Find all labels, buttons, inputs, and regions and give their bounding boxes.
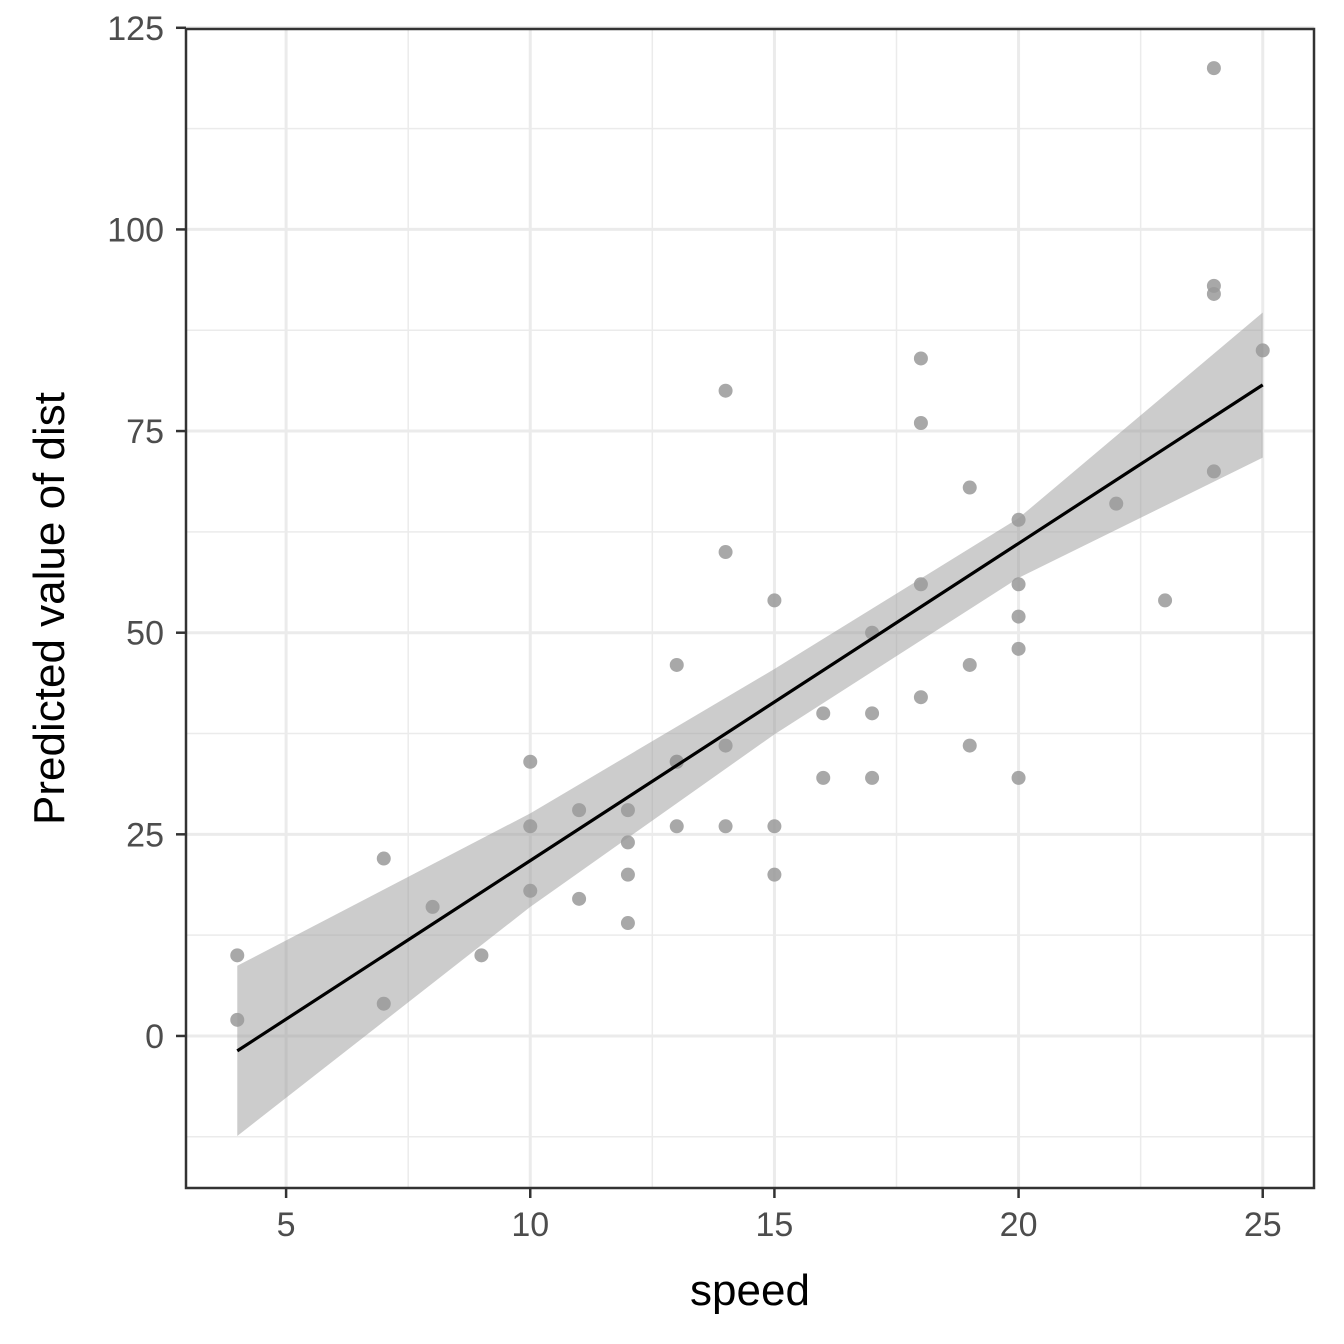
data-point (1206, 278, 1221, 293)
data-point (816, 770, 831, 785)
data-point (376, 996, 391, 1011)
data-point (1011, 770, 1026, 785)
data-point (669, 819, 684, 834)
data-point (1255, 343, 1270, 358)
data-point (718, 738, 733, 753)
x-axis: 5 10 15 20 25 (277, 1188, 1282, 1244)
confidence-band-layer (237, 312, 1263, 1136)
data-point (1011, 577, 1026, 592)
data-point (1206, 61, 1221, 76)
panel-border (184, 27, 1316, 1190)
data-point (816, 706, 831, 721)
data-point (230, 948, 245, 963)
y-tick-label: 50 (126, 615, 164, 653)
data-point (1206, 464, 1221, 479)
y-axis: 0 25 50 75 100 125 (107, 10, 186, 1056)
data-point (1011, 641, 1026, 656)
fit-line-layer (236, 383, 1264, 1053)
x-tick-label: 20 (1000, 1206, 1038, 1244)
data-point (620, 916, 635, 931)
data-point (1011, 609, 1026, 624)
data-point (620, 835, 635, 850)
data-point (962, 738, 977, 753)
y-tick-label: 100 (107, 211, 164, 249)
data-point (523, 883, 538, 898)
x-tick-label: 15 (756, 1206, 794, 1244)
data-point (376, 851, 391, 866)
x-tick-label: 10 (511, 1206, 549, 1244)
data-point (620, 867, 635, 882)
x-tick-label: 5 (277, 1206, 296, 1244)
data-point (913, 577, 928, 592)
data-point (669, 754, 684, 769)
data-point (962, 480, 977, 495)
fit-line (236, 383, 1264, 1053)
data-point (1011, 512, 1026, 527)
y-axis-title: Predicted value of dist (25, 392, 74, 825)
data-point (718, 819, 733, 834)
y-tick-label: 75 (126, 413, 164, 451)
data-point (669, 657, 684, 672)
data-points (230, 61, 1270, 1027)
data-point (718, 383, 733, 398)
data-point (572, 891, 587, 906)
data-point (913, 690, 928, 705)
data-point (572, 803, 587, 818)
data-point (1109, 496, 1124, 511)
data-point (523, 819, 538, 834)
y-tick-label: 125 (107, 10, 164, 48)
confidence-band (237, 312, 1263, 1136)
data-point (718, 545, 733, 560)
x-axis-title: speed (690, 1266, 810, 1315)
major-grid (186, 26, 1314, 1188)
y-tick-label: 0 (145, 1018, 164, 1056)
data-point (425, 899, 440, 914)
data-point (913, 415, 928, 430)
x-tick-label: 25 (1244, 1206, 1282, 1244)
data-point (767, 593, 782, 608)
data-point (962, 657, 977, 672)
data-point (865, 770, 880, 785)
data-point (767, 819, 782, 834)
data-point (523, 754, 538, 769)
data-point (767, 867, 782, 882)
data-point (230, 1012, 245, 1027)
data-point (1158, 593, 1173, 608)
data-point (620, 803, 635, 818)
data-point (865, 706, 880, 721)
data-point (913, 351, 928, 366)
y-tick-label: 25 (126, 816, 164, 854)
data-point (474, 948, 489, 963)
